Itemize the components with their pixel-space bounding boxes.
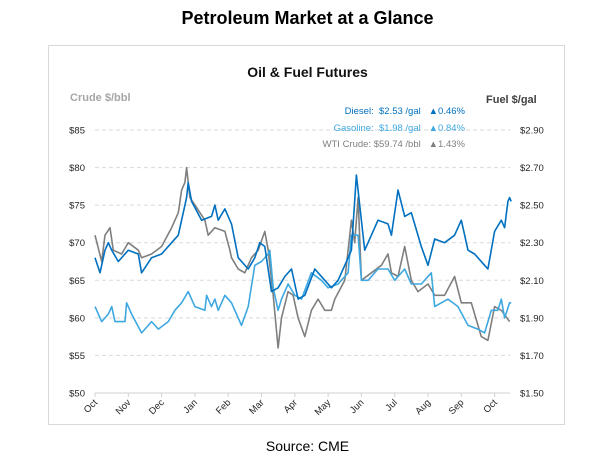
x-tick-label: Nov	[114, 397, 134, 417]
y-tick-label: $65	[69, 276, 85, 287]
series-line-diesel	[94, 174, 512, 300]
legend-gasoline: Gasoline: $1.98 /gal ▲0.84%	[323, 121, 465, 138]
legend-diesel-name: Diesel:	[344, 106, 374, 117]
chart-title: Oil & Fuel Futures	[247, 64, 368, 80]
series-line-gasoline	[94, 234, 512, 334]
x-tick-label: Apr	[282, 397, 300, 415]
y-tick-label: $85	[69, 126, 85, 137]
x-tick-label: Jul	[383, 397, 399, 413]
left-axis-label: Crude $/bbl	[70, 92, 131, 104]
y-tick-label: $50	[69, 389, 85, 400]
legend-diesel: Diesel: $2.53 /gal ▲0.46%	[323, 104, 465, 121]
y-tick-label: $75	[69, 201, 85, 212]
y-tick-label: $55	[69, 351, 85, 362]
y2-tick-label: $2.30	[520, 238, 544, 249]
x-tick-label: Jan	[181, 397, 200, 416]
x-tick-label: May	[313, 397, 334, 418]
x-tick-label: Dec	[147, 397, 167, 417]
legend-gasoline-name: Gasoline:	[333, 122, 374, 134]
y2-tick-label: $1.70	[520, 351, 544, 362]
y2-tick-label: $2.90	[520, 126, 544, 137]
x-tick-label: Mar	[247, 397, 266, 416]
source-note: Source: CME	[265, 438, 350, 454]
y2-tick-label: $1.50	[520, 389, 544, 400]
x-tick-label: Aug	[413, 397, 433, 417]
legend-wti: WTI Crude: $59.74 /bbl ▲1.43%	[323, 137, 465, 154]
legend-gasoline-price: $1.98 /gal	[379, 122, 421, 134]
y-tick-label: $70	[69, 238, 85, 249]
page-title: Petroleum Market at a Glance	[181, 8, 434, 28]
legend-diesel-change: ▲0.46%	[428, 106, 465, 117]
y-tick-label: $60	[69, 313, 85, 324]
y2-tick-label: $2.10	[520, 276, 544, 287]
y-tick-label: $80	[69, 163, 85, 174]
legend-wti-price: $59.74 /bbl	[373, 139, 421, 150]
x-tick-label: Oct	[82, 397, 100, 415]
legend-wti-name: WTI Crude:	[322, 139, 372, 150]
series-line-wti-crude	[94, 166, 511, 349]
x-tick-label: Sep	[447, 397, 467, 417]
y2-tick-label: $1.90	[520, 313, 544, 324]
legend-wti-change: ▲1.43%	[428, 139, 465, 150]
y2-tick-label: $2.50	[520, 201, 544, 212]
right-axis-label: Fuel $/gal	[486, 94, 537, 106]
x-tick-label: Jun	[348, 397, 367, 416]
chart-frame	[48, 45, 565, 425]
legend-gasoline-change: ▲0.84%	[428, 122, 465, 134]
legend-diesel-price: $2.53 /gal	[379, 106, 421, 117]
legend: Diesel: $2.53 /gal ▲0.46% Gasoline: $1.9…	[323, 104, 465, 154]
x-tick-label: Feb	[214, 397, 233, 416]
y2-tick-label: $2.70	[520, 163, 544, 174]
x-tick-label: Oct	[481, 397, 499, 415]
